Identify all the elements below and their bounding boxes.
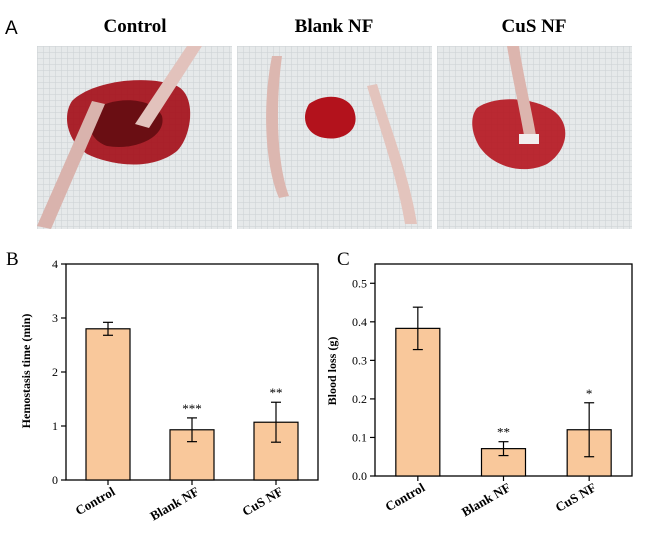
x-tick-label: CuS NF bbox=[553, 480, 599, 515]
y-tick-label: 0.2 bbox=[352, 392, 367, 406]
panel-label-c: C bbox=[337, 249, 350, 270]
significance-label: *** bbox=[182, 401, 202, 416]
y-tick-label: 0.4 bbox=[352, 315, 367, 329]
x-tick-label: Blank NF bbox=[147, 484, 201, 524]
y-axis-label: Blood loss (g) bbox=[325, 337, 339, 406]
y-tick-label: 1 bbox=[52, 419, 58, 433]
photo-control bbox=[37, 46, 232, 229]
y-tick-label: 0.1 bbox=[352, 430, 367, 444]
panel-label-a: A bbox=[5, 18, 18, 39]
x-tick-label: CuS NF bbox=[240, 484, 286, 519]
y-tick-label: 0.0 bbox=[352, 469, 367, 483]
panel-label-b: B bbox=[6, 249, 19, 270]
chart-blood-loss: C 0.0 0.1 0.2 0.3 0.4 0.5 Control ** Blank NF * Cu… bbox=[325, 249, 633, 520]
photo-cus-nf bbox=[437, 46, 632, 229]
y-tick-label: 0 bbox=[52, 473, 58, 487]
x-tick-label: Blank NF bbox=[459, 480, 513, 520]
significance-label: * bbox=[586, 386, 593, 401]
significance-label: ** bbox=[270, 385, 283, 400]
photo-title-cus-nf: CuS NF bbox=[501, 16, 567, 37]
bar bbox=[85, 328, 131, 481]
y-tick-label: 0.5 bbox=[352, 276, 367, 290]
bar bbox=[395, 327, 441, 477]
y-tick-label: 3 bbox=[52, 311, 58, 325]
y-tick-label: 0.3 bbox=[352, 353, 367, 367]
y-tick-label: 4 bbox=[52, 257, 58, 271]
photo-title-control: Control bbox=[103, 16, 167, 37]
photo-blank-nf bbox=[237, 46, 432, 229]
y-tick-label: 2 bbox=[52, 365, 58, 379]
chart-hemostasis-time: B 0 1 2 3 4 Control *** Blank NF ** CuS NF Hemost… bbox=[6, 249, 319, 524]
photo-title-blank-nf: Blank NF bbox=[294, 16, 374, 37]
significance-label: ** bbox=[497, 425, 510, 440]
x-tick-label: Control bbox=[73, 483, 118, 518]
y-axis-label: Hemostasis time (min) bbox=[19, 314, 33, 429]
x-tick-label: Control bbox=[382, 479, 427, 514]
